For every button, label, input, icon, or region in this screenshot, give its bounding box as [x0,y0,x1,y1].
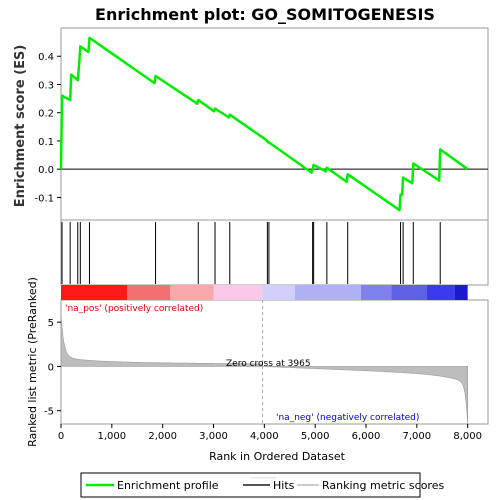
legend-metric-label: Ranking metric scores [322,479,444,492]
x-axis-label: Rank in Ordered Dataset [209,450,346,463]
es-ytick-label-1: 0.0 [38,165,54,176]
xtick-label-8: 8,000 [453,431,482,442]
es-ytick-label-4: 0.3 [38,80,54,91]
hit-marks-layer [61,222,441,284]
xtick-label-0: 0 [58,431,64,442]
heat-segment-0 [61,285,128,300]
es-panel [60,27,489,221]
metric-ytick-label-2: 5 [48,318,54,329]
x-axis: 0 1,000 2,000 3,000 4,000 5,000 6,000 7,000 8,00… [58,424,482,442]
metric-ytick-label-0: -5 [44,407,54,418]
xtick-label-6: 6,000 [352,431,381,442]
es-plot-layer: -0.1 0.0 0.1 0.2 0.3 0.4 [34,36,488,212]
xtick-label-5: 5,000 [301,431,330,442]
xtick-label-1: 1,000 [98,431,127,442]
legend-profile-label: Enrichment profile [117,479,219,492]
heat-segment-3 [213,285,263,300]
zero-cross-label: Zero cross at 3965 [226,359,311,369]
xtick-label-2: 2,000 [148,431,177,442]
heat-segment-8 [427,285,455,300]
es-ytick-label-3: 0.2 [38,109,54,120]
metric-axis-label: Ranked list metric (PreRanked) [26,277,39,447]
neg-correlated-label: 'na_neg' (negatively correlated) [276,413,419,423]
heat-segment-9 [454,285,468,300]
xtick-label-3: 3,000 [199,431,228,442]
heat-segment-6 [360,285,392,300]
heat-segment-7 [391,285,427,300]
es-axis-label: Enrichment score (ES) [13,45,28,208]
legend: Enrichment profile Hits Ranking metric s… [80,472,444,498]
heat-segment-4 [262,285,295,300]
metric-ytick-label-1: 0 [48,362,54,373]
chart-title: Enrichment plot: GO_SOMITOGENESIS [95,5,435,24]
es-ytick-label-2: 0.1 [38,137,54,148]
es-ytick-label-5: 0.4 [38,52,54,63]
xtick-label-7: 7,000 [403,431,432,442]
hits-panel [60,219,489,286]
heat-segment-1 [127,285,171,300]
pos-correlated-label: 'na_pos' (positively correlated) [65,304,203,314]
legend-hits-label: Hits [273,479,295,492]
rank-heatmap [61,285,468,300]
metric-plot-layer: -5 0 5 [44,300,468,426]
es-ytick-label-0: -0.1 [34,193,54,204]
xtick-label-4: 4,000 [250,431,279,442]
ranking-metric-area [60,313,468,426]
heat-segment-5 [294,285,361,300]
heat-segment-2 [170,285,214,300]
enrichment-profile-line [59,36,469,212]
